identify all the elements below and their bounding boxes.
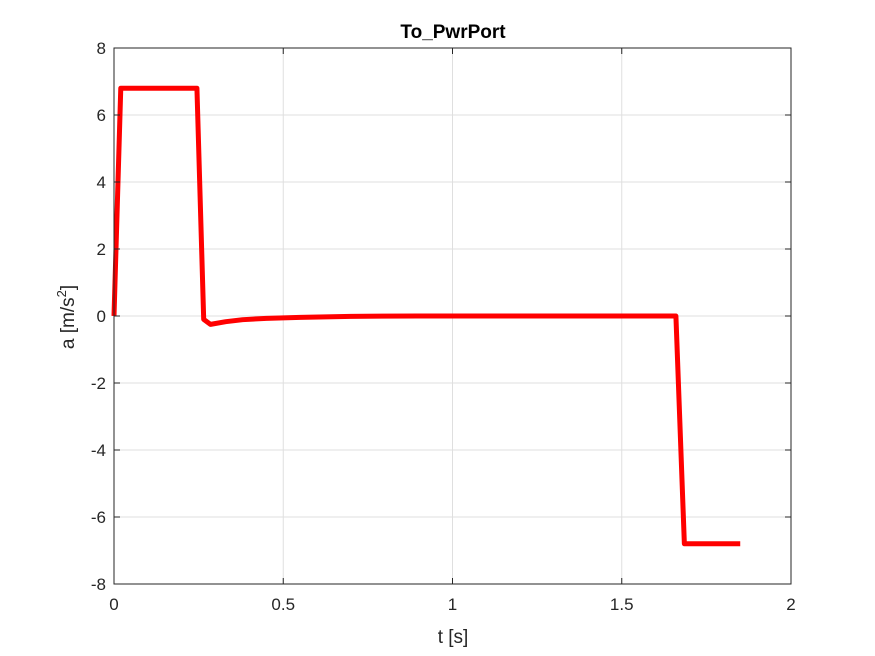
y-tick-label: -8	[91, 575, 106, 594]
y-axis-label: a [m/s2]	[54, 285, 79, 349]
y-tick-label: 4	[97, 173, 106, 192]
y-axis-label-base: a [m/s	[58, 297, 79, 349]
y-tick-label: -4	[91, 441, 106, 460]
y-tick-label: 2	[97, 240, 106, 259]
y-axis-label-superscript: 2	[54, 290, 69, 297]
x-tick-label: 2	[786, 595, 795, 614]
plot-area	[111, 85, 741, 547]
x-tick-label: 0	[109, 595, 118, 614]
x-tick-label: 1.5	[610, 595, 634, 614]
axes-frame	[113, 47, 792, 585]
y-axis-label-close: ]	[58, 285, 79, 290]
chart-title: To_PwrPort	[400, 22, 506, 43]
y-tick-label: -2	[91, 374, 106, 393]
axes-box	[113, 47, 792, 585]
y-tick-label: -6	[91, 508, 106, 527]
x-tick-labels: 0 0.5 1 1.5 2	[109, 595, 795, 614]
x-tick-label: 1	[448, 595, 457, 614]
y-tick-label: 6	[97, 106, 106, 125]
y-tick-label: 0	[97, 307, 106, 326]
y-tick-label: 8	[97, 39, 106, 58]
x-tick-label: 0.5	[271, 595, 295, 614]
x-axis-label: t [s]	[438, 627, 469, 648]
y-tick-labels: -8 -6 -4 -2 0 2 4 6 8	[91, 39, 106, 594]
series-line	[111, 85, 741, 547]
